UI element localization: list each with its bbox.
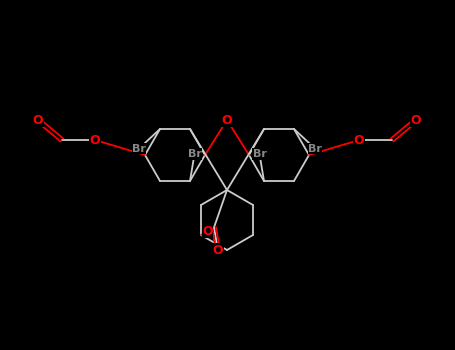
Text: Br: Br bbox=[187, 149, 202, 159]
Text: O: O bbox=[202, 225, 213, 238]
Text: Br: Br bbox=[132, 144, 146, 154]
Text: O: O bbox=[222, 113, 233, 126]
Text: O: O bbox=[33, 113, 43, 126]
Text: O: O bbox=[212, 244, 223, 257]
Text: Br: Br bbox=[253, 149, 267, 159]
Text: Br: Br bbox=[308, 144, 322, 154]
Text: O: O bbox=[411, 113, 421, 126]
Text: O: O bbox=[90, 133, 100, 147]
Text: O: O bbox=[354, 133, 364, 147]
